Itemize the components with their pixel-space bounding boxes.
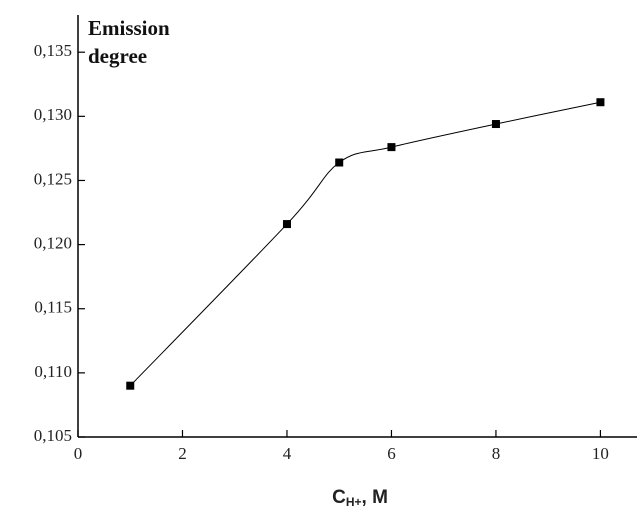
- x-tick-label: 10: [592, 444, 609, 463]
- data-point: [491, 120, 500, 129]
- x-tick-label: 4: [283, 444, 292, 463]
- data-point: [335, 158, 344, 167]
- x-label-suffix: , M: [362, 487, 388, 508]
- x-tick-label: 6: [387, 444, 396, 463]
- y-tick-label: 0,130: [34, 105, 72, 124]
- x-axis-label: CH+, M: [332, 487, 388, 509]
- data-point: [596, 98, 605, 107]
- x-tick-label: 8: [492, 444, 501, 463]
- data-point: [126, 381, 135, 390]
- y-tick-label: 0,110: [34, 362, 72, 381]
- x-label-sub: H+: [346, 495, 362, 509]
- data-point: [387, 143, 396, 152]
- data-point: [282, 220, 291, 229]
- x-tick-label: 2: [178, 444, 187, 463]
- series-line: [129, 101, 601, 387]
- y-tick-label: 0,115: [34, 298, 72, 317]
- y-tick-label: 0,135: [34, 41, 72, 60]
- y-tick-label: 0,125: [34, 169, 72, 188]
- x-tick-label: 0: [74, 444, 83, 463]
- chart-title: Emission degree: [88, 16, 170, 68]
- x-label-main: C: [332, 487, 346, 508]
- y-tick-label: 0,105: [34, 426, 72, 445]
- y-tick-label: 0,120: [34, 234, 72, 253]
